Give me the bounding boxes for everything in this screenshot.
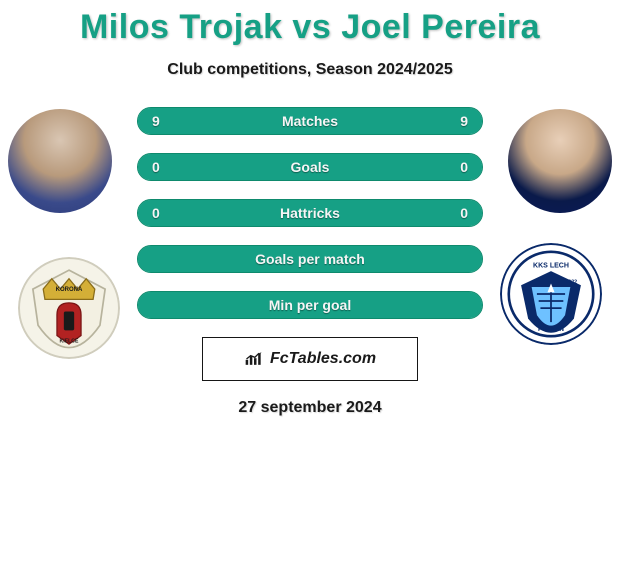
svg-text:POZNAŃ: POZNAŃ (538, 325, 565, 333)
stat-value-left: 9 (152, 113, 160, 129)
stat-row-matches: 9 Matches 9 (137, 107, 483, 135)
page-title: Milos Trojak vs Joel Pereira (0, 8, 620, 47)
stat-row-hattricks: 0 Hattricks 0 (137, 199, 483, 227)
stat-value-right: 0 (460, 159, 468, 175)
svg-text:1922: 1922 (565, 279, 577, 285)
stat-label: Goals (291, 159, 330, 175)
svg-text:KIELCE: KIELCE (60, 338, 79, 344)
club-badge-placeholder: KORONA KIELCE (18, 257, 120, 359)
comparison-area: KORONA KIELCE KKS LECH POZNAŃ 1922 9 (0, 107, 620, 417)
brand-chart-icon (244, 351, 264, 367)
stat-label: Min per goal (269, 297, 351, 313)
stat-row-goals-per-match: Goals per match (137, 245, 483, 273)
stat-row-goals: 0 Goals 0 (137, 153, 483, 181)
korona-crest-icon: KORONA KIELCE (26, 265, 112, 351)
stat-value-right: 9 (460, 113, 468, 129)
svg-text:KORONA: KORONA (56, 287, 83, 293)
player-left-avatar (8, 109, 112, 213)
player-photo-placeholder (508, 109, 612, 213)
club-left-badge: KORONA KIELCE (18, 257, 120, 359)
bar-fill-left (138, 154, 310, 180)
stat-value-right: 0 (460, 205, 468, 221)
brand-label: FcTables.com (270, 350, 376, 368)
subtitle: Club competitions, Season 2024/2025 (0, 61, 620, 79)
stat-label: Matches (282, 113, 338, 129)
player-photo-placeholder (8, 109, 112, 213)
player-right-avatar (508, 109, 612, 213)
club-badge-placeholder: KKS LECH POZNAŃ 1922 (500, 243, 602, 345)
stat-bars: 9 Matches 9 0 Goals 0 0 Hattricks 0 Goal… (137, 107, 483, 319)
bar-fill-right (310, 154, 482, 180)
stat-value-left: 0 (152, 159, 160, 175)
lech-crest-icon: KKS LECH POZNAŃ 1922 (507, 250, 595, 338)
stat-label: Goals per match (255, 251, 365, 267)
club-right-badge: KKS LECH POZNAŃ 1922 (500, 243, 602, 345)
date-label: 27 september 2024 (0, 399, 620, 417)
stat-value-left: 0 (152, 205, 160, 221)
stat-label: Hattricks (280, 205, 340, 221)
stat-row-min-per-goal: Min per goal (137, 291, 483, 319)
brand-box[interactable]: FcTables.com (202, 337, 418, 381)
svg-text:KKS LECH: KKS LECH (533, 263, 569, 270)
